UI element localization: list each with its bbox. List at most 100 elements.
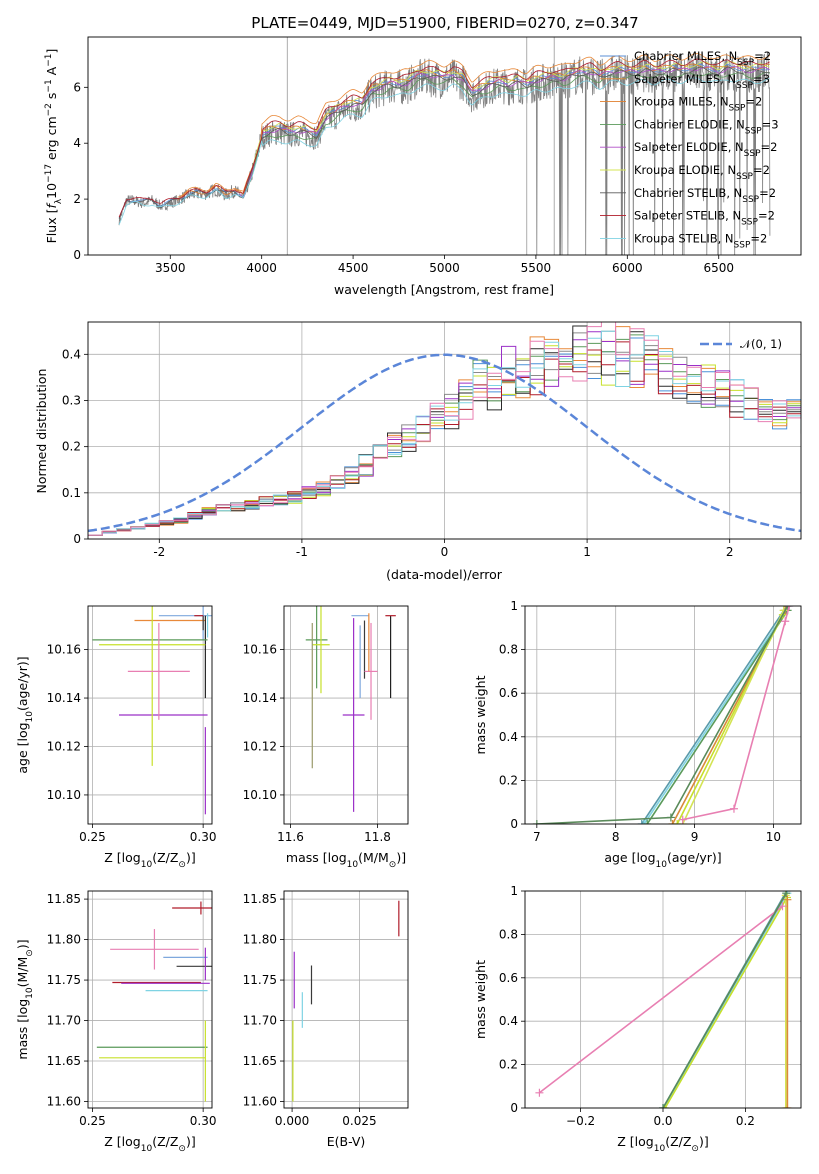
legend-entry: Kroupa MILES, NSSP=2 [634, 95, 762, 114]
axes-frame [87, 890, 213, 1109]
histogram-series-6 [88, 330, 801, 536]
mass-weight-marker [668, 820, 677, 824]
x-tick-label: 5500 [521, 261, 552, 275]
mass-weight-marker [659, 1104, 667, 1108]
x-tick-label: 0.30 [190, 830, 217, 844]
y-tick-label: 10.12 [243, 739, 277, 753]
mass-weight-vs-metallicity-panel: −0.2 0.0 0.2 0 0.2 0.4 0.6 0.8 1 Z [log10(Z/Z⊙)] m… [473, 884, 802, 1154]
x-tick-label: 4000 [246, 261, 277, 275]
y-tick-label: 10.14 [47, 691, 81, 705]
x-tick-label: 7 [533, 830, 541, 844]
x-tick-label: 6500 [703, 261, 734, 275]
histogram-series-5 [88, 331, 801, 536]
normal-distribution-curve [88, 353, 801, 533]
legend-entry: Salpeter MILES, NSSP=3 [634, 72, 770, 91]
x-tick-label: 1 [583, 545, 591, 559]
x-tick-label: 11.8 [364, 830, 391, 844]
x-tick-label: 0.30 [190, 1114, 217, 1128]
mass-weight-marker [785, 606, 794, 610]
histogram-series-7 [88, 325, 801, 536]
x-tick-label: 9 [691, 830, 699, 844]
y-tick-label: 11.75 [243, 973, 277, 987]
axes-frame [524, 605, 802, 825]
y-tick-label: 6 [73, 80, 81, 94]
age-vs-mass-panel: 11.6 11.8 10.10 10.12 10.14 10.16 mass [log10(… [243, 605, 409, 870]
y-tick-label: 10.10 [47, 788, 81, 802]
x-tick-label: 0 [441, 545, 449, 559]
y-tick-label: 1 [510, 599, 518, 613]
x-tick-label: -2 [153, 545, 165, 559]
x-tick-label: −0.2 [566, 1114, 595, 1128]
x-tick-label: 3500 [155, 261, 186, 275]
model-spectrum-2 [177, 53, 771, 198]
mass-vs-ebv-panel: 0.000 0.025 11.60 11.65 11.70 11.75 11.80 11.85… [243, 890, 409, 1149]
spectrum-legend: Chabrier MILES, NSSP=2 Salpeter MILES, NS… [600, 49, 779, 250]
y-tick-label: 10.16 [47, 643, 81, 657]
plot-area [532, 606, 794, 824]
y-tick-label: 2 [73, 192, 81, 206]
y-tick-label: 0 [73, 248, 81, 262]
axes-frame [283, 890, 409, 1109]
legend-entry: Salpeter ELODIE, NSSP=2 [634, 140, 777, 159]
mass-weight-marker [729, 804, 738, 813]
plot-area [535, 891, 792, 1108]
x-tick-label: 0.0 [653, 1114, 672, 1128]
histogram-series-1 [88, 337, 801, 536]
legend-entry: Kroupa ELODIE, NSSP=2 [634, 163, 770, 182]
x-axis-label: Z [log10(Z/Z⊙)] [104, 850, 195, 870]
histogram-series-2 [88, 326, 801, 536]
x-tick-label: 0.025 [342, 1114, 376, 1128]
legend-entry: Chabrier STELIB, NSSP=2 [634, 186, 776, 205]
y-tick-label: 0 [510, 1101, 518, 1115]
mass-weight-marker [637, 820, 646, 824]
mass-weight-marker [782, 891, 791, 898]
y-tick-label: 0.2 [499, 773, 518, 787]
mass-weight-line-2 [663, 892, 789, 1108]
mass-weight-marker [783, 606, 792, 610]
x-axis-label: wavelength [Angstrom, rest frame] [334, 282, 554, 297]
mass-weight-line-6 [538, 905, 783, 1094]
x-tick-label: -1 [296, 545, 308, 559]
legend-entry: Kroupa STELIB, NSSP=2 [634, 231, 767, 250]
x-axis-label: Z [log10(Z/Z⊙)] [104, 1134, 195, 1154]
axes-frame [87, 605, 213, 825]
plot-area [118, 37, 771, 255]
model-spectrum-7 [118, 66, 770, 219]
y-tick-label: 11.85 [47, 892, 81, 906]
x-tick-label: 0.000 [275, 1114, 309, 1128]
model-spectrum-3 [177, 63, 770, 201]
mass-weight-line-7 [536, 606, 789, 824]
mass-weight-marker [783, 895, 792, 904]
y-tick-label: 11.70 [243, 1014, 277, 1028]
plot-area [305, 606, 396, 812]
y-tick-label: 0.8 [499, 927, 518, 941]
y-tick-label: 11.60 [47, 1095, 81, 1109]
mass-weight-marker [532, 820, 541, 824]
x-tick-label: 4500 [338, 261, 369, 275]
residual-histogram-panel: -2 -1 0 1 2 0 0.1 0.2 0.3 0.4 𝒩(0, 1) (data-model)/… [34, 321, 802, 582]
histogram-series-8 [88, 341, 801, 536]
x-axis-label: age [log10(age/yr)] [604, 850, 721, 870]
model-spectrum-5 [239, 66, 770, 199]
x-tick-label: 2 [726, 545, 734, 559]
y-tick-label: 0 [73, 532, 81, 546]
mass-weight-line-3 [646, 609, 789, 824]
histogram-series-10 [88, 322, 801, 536]
y-tick-label: 11.80 [243, 933, 277, 947]
mass-weight-line-8 [682, 606, 790, 821]
mass-weight-line-3 [664, 897, 788, 1108]
age-vs-metallicity-panel: 0.25 0.30 10.10 10.12 10.14 10.16 Z [log10(Z/Z… [15, 605, 217, 870]
model-spectrum-8 [118, 58, 770, 218]
y-tick-label: 0.4 [62, 347, 81, 361]
y-tick-label: 10.16 [243, 643, 277, 657]
mass-weight-marker [673, 820, 682, 824]
axes-frame [283, 605, 409, 825]
legend-entry: Chabrier MILES, NSSP=2 [634, 49, 771, 68]
y-axis-label: mass [log10(M/M⊙)] [15, 939, 35, 1059]
mass-weight-vs-age-panel: 7 8 9 10 0 0.2 0.4 0.6 0.8 1 age [log10(age/yr)] ma… [473, 599, 802, 870]
mass-weight-marker [781, 1104, 790, 1108]
y-tick-label: 0.1 [62, 486, 81, 500]
y-tick-label: 10.12 [47, 739, 81, 753]
y-tick-label: 4 [73, 136, 81, 150]
